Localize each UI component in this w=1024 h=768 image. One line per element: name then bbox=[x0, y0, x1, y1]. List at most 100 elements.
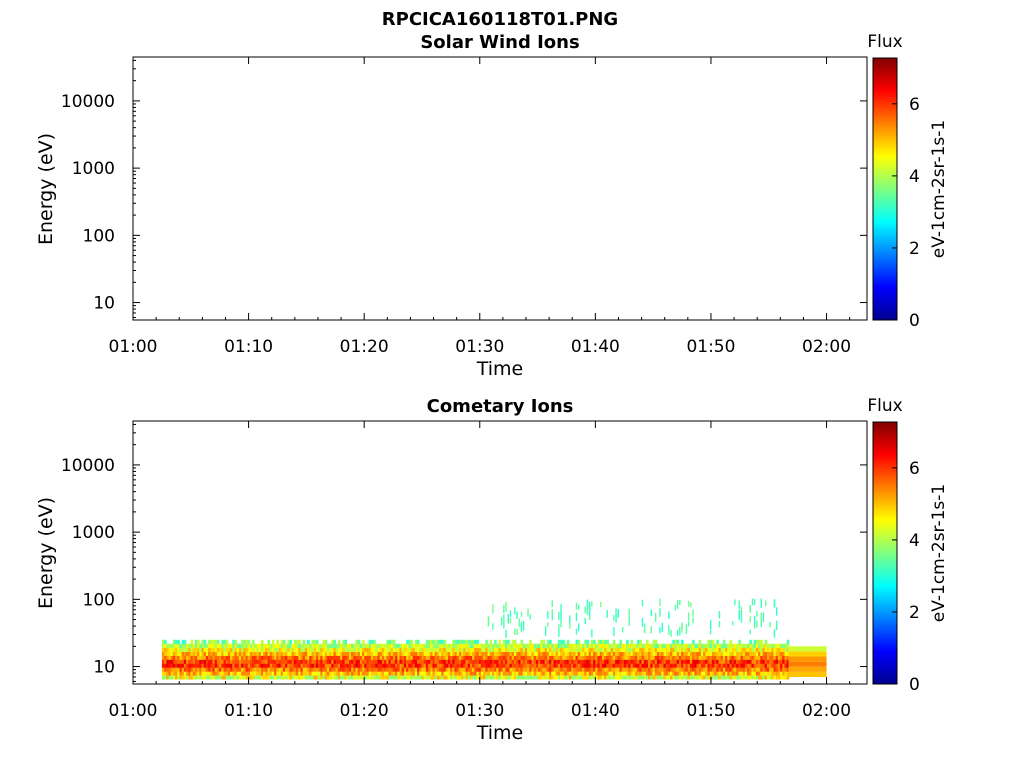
spectrogram-cell bbox=[494, 675, 497, 680]
spectrogram-cell bbox=[364, 663, 367, 668]
spectrogram-cell bbox=[359, 667, 363, 672]
spectrogram-cell bbox=[417, 647, 420, 652]
spectrogram-cell bbox=[210, 667, 213, 672]
spectrogram-cell bbox=[494, 643, 497, 649]
spectrogram-cell bbox=[397, 659, 400, 664]
spectrogram-cell bbox=[738, 639, 741, 645]
spectrogram-cell bbox=[183, 647, 187, 652]
spectrogram-cell bbox=[744, 671, 748, 676]
spectrogram-cell bbox=[166, 663, 169, 668]
spectrogram-cell bbox=[650, 609, 652, 617]
spectrogram-cell bbox=[588, 643, 592, 649]
spectrogram-cell bbox=[474, 647, 477, 652]
spectrogram-cell bbox=[755, 639, 759, 645]
spectrogram-cell bbox=[353, 647, 356, 652]
spectrogram-cell bbox=[542, 639, 546, 645]
spectrogram-cell bbox=[430, 655, 433, 660]
spectrogram-cell bbox=[265, 651, 268, 656]
spectrogram-cell bbox=[663, 671, 667, 676]
spectrogram-cell bbox=[408, 651, 411, 656]
spectrogram-cell bbox=[520, 639, 524, 645]
spectrogram-cell bbox=[733, 675, 737, 680]
spectrogram-cell bbox=[329, 651, 332, 656]
spectrogram-cell bbox=[342, 675, 345, 680]
spectrogram-cell bbox=[595, 659, 598, 664]
spectrogram-cell bbox=[285, 651, 288, 656]
spectrogram-cell bbox=[377, 655, 381, 660]
spectrogram-cell bbox=[289, 671, 293, 676]
spectrogram-cell bbox=[326, 643, 330, 649]
spectrogram-cell bbox=[507, 643, 510, 649]
spectrogram-cell bbox=[494, 671, 497, 676]
spectrogram-cell bbox=[454, 651, 458, 656]
spectrogram-cell bbox=[634, 647, 638, 652]
spectrogram-cell bbox=[663, 659, 667, 664]
spectrogram-cell bbox=[445, 651, 449, 656]
spectrogram-cell bbox=[692, 667, 695, 672]
spectrogram-cell bbox=[313, 643, 317, 649]
spectrogram-cell bbox=[547, 612, 549, 619]
x-tick-label: 01:50 bbox=[686, 337, 735, 357]
spectrogram-cell bbox=[342, 639, 345, 645]
spectrogram-cell bbox=[208, 639, 211, 645]
spectrogram-cell bbox=[615, 675, 618, 680]
spectrogram-cell bbox=[703, 667, 706, 672]
spectrogram-cell bbox=[298, 647, 301, 652]
spectrogram-cell bbox=[516, 667, 519, 672]
spectrogram-cell bbox=[254, 651, 257, 656]
spectrogram-cell bbox=[496, 643, 499, 649]
spectrogram-cell bbox=[661, 671, 664, 676]
spectrogram-cell bbox=[555, 647, 559, 652]
spectrogram-cell bbox=[304, 675, 308, 680]
spectrogram-cell bbox=[511, 651, 515, 656]
spectrogram-cell bbox=[287, 643, 290, 649]
spectrogram-cell bbox=[535, 663, 539, 668]
spectrogram-cell bbox=[445, 655, 449, 660]
spectrogram-cell bbox=[487, 647, 491, 652]
spectrogram-cell bbox=[197, 651, 200, 656]
spectrogram-cell bbox=[161, 639, 165, 645]
spectrogram-cell bbox=[729, 651, 733, 656]
spectrogram-cell bbox=[780, 659, 783, 664]
spectrogram-cell bbox=[685, 659, 689, 664]
spectrogram-cell bbox=[337, 675, 341, 680]
spectrogram-cell bbox=[170, 659, 174, 664]
spectrogram-cell bbox=[749, 647, 752, 652]
spectrogram-cell bbox=[483, 663, 486, 668]
spectrogram-cell bbox=[289, 659, 293, 664]
spectrogram-cell bbox=[533, 663, 537, 668]
spectrogram-cell bbox=[362, 651, 365, 656]
spectrogram-cell bbox=[773, 629, 776, 638]
spectrogram-cell bbox=[522, 675, 526, 680]
y-tick-label: 10000 bbox=[61, 92, 115, 112]
spectrogram-cell bbox=[650, 647, 653, 652]
spectrogram-cell bbox=[505, 601, 507, 612]
spectrogram-cell bbox=[716, 643, 719, 649]
spectrogram-cell bbox=[355, 651, 359, 656]
spectrogram-cell bbox=[280, 639, 284, 645]
spectrogram-cell bbox=[593, 643, 596, 649]
spectrogram-cell bbox=[302, 663, 306, 668]
spectrogram-cell bbox=[654, 659, 658, 664]
spectrogram-cell bbox=[384, 659, 387, 664]
spectrogram-cell bbox=[214, 663, 218, 668]
spectrogram-cell bbox=[681, 667, 684, 672]
spectrogram-cell bbox=[428, 671, 431, 676]
spectrogram-cell bbox=[454, 639, 458, 645]
spectrogram-cell bbox=[210, 643, 213, 649]
spectrogram-cell bbox=[478, 643, 482, 649]
spectrogram-cell bbox=[230, 647, 233, 652]
spectrogram-cell bbox=[511, 639, 515, 645]
spectrogram-cell bbox=[465, 663, 469, 668]
spectrogram-cell bbox=[760, 671, 763, 676]
spectrogram-cell bbox=[309, 671, 312, 676]
spectrogram-cell bbox=[485, 647, 488, 652]
spectrogram-cell bbox=[599, 675, 603, 680]
spectrogram-cell bbox=[368, 647, 372, 652]
spectrogram-cell bbox=[300, 651, 304, 656]
spectrogram-cell bbox=[390, 667, 394, 672]
spectrogram-cell bbox=[406, 647, 409, 652]
spectrogram-cell bbox=[258, 667, 262, 672]
spectrogram-cell bbox=[230, 671, 233, 676]
spectrogram-cell bbox=[410, 675, 414, 680]
